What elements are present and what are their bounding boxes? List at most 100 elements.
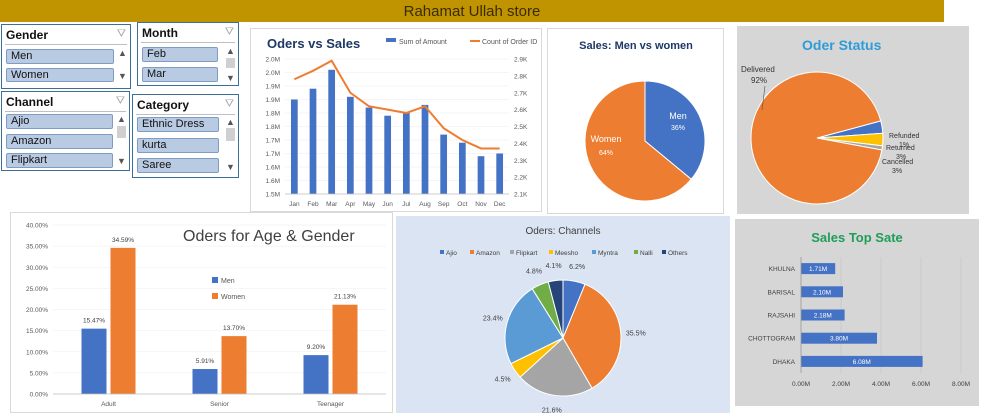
scroll-up-icon[interactable]: ▲: [117, 114, 126, 124]
oders-channels-panel[interactable]: Oders: Channels Ajio Amazon Flipkart Meesho…: [396, 216, 730, 415]
slice-label-delivered: 92%: [751, 76, 767, 85]
y-tick-label: BARISAL: [768, 289, 796, 296]
slicer-item-mar[interactable]: Mar: [142, 67, 218, 82]
sales-top-sate-panel[interactable]: Sales Top Sate 1.71M 2.10M 2.18M 3.80M 6.08M…: [735, 219, 979, 406]
scroll-down-icon[interactable]: ▼: [226, 73, 235, 83]
bar-mar[interactable]: [328, 69, 336, 194]
slice-label-meesho: 4.5%: [495, 377, 511, 384]
data-label: 13.70%: [223, 325, 245, 332]
data-label: 9.20%: [307, 344, 326, 351]
gender-slicer[interactable]: Gender ⛛ Men Women ▲ ▼: [1, 24, 131, 89]
y-tick-label: 5.00%: [30, 370, 49, 377]
slicer-item-men[interactable]: Men: [6, 49, 114, 64]
bar-dhaka[interactable]: [801, 355, 923, 367]
x-tick-label: 8.00M: [952, 381, 970, 388]
scroll-down-icon[interactable]: ▼: [118, 71, 127, 81]
scroll-thumb[interactable]: [226, 58, 235, 68]
slicer-item-ethnic-dress[interactable]: Ethnic Dress: [137, 117, 219, 132]
bar-jul[interactable]: [402, 113, 410, 194]
oder-status-panel[interactable]: Oder Status Delivered 92% Refunded 1% Re…: [737, 26, 969, 214]
slicer-item-feb[interactable]: Feb: [142, 47, 218, 62]
clear-filter-icon[interactable]: ⛛: [224, 98, 234, 110]
oder-status-chart: Oder Status Delivered 92% Refunded 1% Re…: [741, 37, 919, 205]
y-left-tick-label: 1.6M: [266, 178, 280, 185]
bar-jun[interactable]: [384, 115, 392, 194]
scroll-up-icon[interactable]: ▲: [118, 48, 127, 58]
y-tick-label: 10.00%: [26, 349, 48, 356]
channel-slice-others[interactable]: [547, 279, 564, 339]
slicer-divider: [5, 44, 127, 45]
slice-label-flipkart: 21.6%: [542, 408, 562, 413]
slicer-item-women[interactable]: Women: [6, 68, 114, 82]
slicer-divider: [5, 111, 126, 112]
bar-may[interactable]: [365, 107, 373, 194]
bar-men-adult[interactable]: [81, 328, 107, 394]
slice-label-nalli: 4.8%: [526, 268, 542, 275]
bar-rajsahi[interactable]: [801, 309, 845, 321]
oders-vs-sales-panel[interactable]: Oders vs Sales Sum of Amount Count of Or…: [250, 28, 542, 212]
month-slicer[interactable]: Month ⛛ Feb Mar ▲ ▼: [137, 22, 239, 86]
y-tick-label: 15.00%: [26, 328, 48, 335]
y-left-tick-label: 1.8M: [266, 124, 280, 131]
clear-filter-icon[interactable]: ⛛: [224, 26, 234, 38]
x-tick-label: Sep: [438, 201, 450, 208]
scroll-thumb[interactable]: [117, 126, 126, 138]
slice-label-men: 36%: [671, 125, 685, 132]
orders-line[interactable]: [293, 59, 500, 150]
month-slicer-title: Month: [142, 26, 178, 40]
legend-swatch-meesho: [549, 250, 553, 254]
leader-line: [761, 85, 766, 111]
bar-women-senior[interactable]: [221, 336, 247, 394]
y-tick-label: 25.00%: [26, 286, 48, 293]
slice-name-men: Men: [669, 111, 687, 121]
slicer-item-ajio[interactable]: Ajio: [6, 114, 113, 129]
bar-men-teenager[interactable]: [303, 355, 329, 394]
channel-slice-flipkart[interactable]: [519, 337, 593, 397]
bar-feb[interactable]: [309, 88, 317, 194]
channel-slice-myntra[interactable]: [504, 288, 564, 365]
slice-name-cancelled: Cancelled: [882, 159, 913, 166]
legend-label-nalli: Nalli: [640, 250, 653, 257]
age-gender-panel[interactable]: Oders for Age & Gender 15.47% 34.59% 5.91%…: [10, 212, 393, 413]
slice-label-myntra: 23.4%: [483, 315, 503, 322]
y-tick-label: 0.00%: [30, 392, 49, 399]
bar-sep[interactable]: [440, 134, 448, 194]
scroll-up-icon[interactable]: ▲: [226, 117, 235, 127]
channel-slicer[interactable]: Channel ⛛ Ajio Amazon Flipkart ▲ ▼: [1, 91, 130, 171]
x-tick-label: Dec: [494, 201, 506, 208]
slice-label-others: 4.1%: [546, 263, 562, 270]
bar-aug[interactable]: [421, 104, 429, 194]
clear-filter-icon[interactable]: ⛛: [116, 28, 126, 40]
scroll-thumb[interactable]: [226, 128, 235, 141]
scroll-down-icon[interactable]: ▼: [226, 162, 235, 172]
clear-filter-icon[interactable]: ⛛: [115, 95, 125, 107]
status-slice-delivered[interactable]: [750, 71, 883, 205]
legend-swatch-myntra: [592, 250, 596, 254]
scroll-up-icon[interactable]: ▲: [226, 46, 235, 56]
bar-men-senior[interactable]: [192, 369, 218, 394]
bar-nov[interactable]: [477, 156, 485, 194]
slicer-item-saree[interactable]: Saree: [137, 158, 219, 173]
y-right-tick-label: 2.5K: [514, 124, 528, 131]
bar-women-adult[interactable]: [110, 247, 136, 394]
bar-jan[interactable]: [290, 99, 298, 195]
sales-men-women-panel[interactable]: Sales: Men vs women Men 36% Women 64%: [547, 28, 724, 214]
slicer-item-kurta[interactable]: kurta: [137, 138, 219, 153]
x-tick-label: Jun: [382, 201, 393, 208]
bar-dec[interactable]: [496, 153, 504, 195]
scroll-down-icon[interactable]: ▼: [117, 156, 126, 166]
bar-chottogram[interactable]: [801, 332, 877, 344]
bar-women-teenager[interactable]: [332, 304, 358, 394]
bar-khulna[interactable]: [801, 263, 836, 275]
gender-slice-women[interactable]: [584, 80, 692, 202]
slicer-item-flipkart[interactable]: Flipkart: [6, 153, 113, 168]
bar-oct[interactable]: [458, 142, 466, 194]
gender-slice-men[interactable]: [644, 80, 706, 180]
x-tick-label: 2.00M: [832, 381, 850, 388]
slicer-item-amazon[interactable]: Amazon: [6, 134, 113, 149]
bar-apr[interactable]: [346, 96, 354, 194]
bar-barisal[interactable]: [801, 286, 843, 298]
store-title-bar: Rahamat Ullah store: [0, 0, 944, 22]
slice-name-returned: Returned: [886, 145, 915, 152]
category-slicer[interactable]: Category ⛛ Ethnic Dress kurta Saree ▲ ▼: [132, 94, 239, 178]
